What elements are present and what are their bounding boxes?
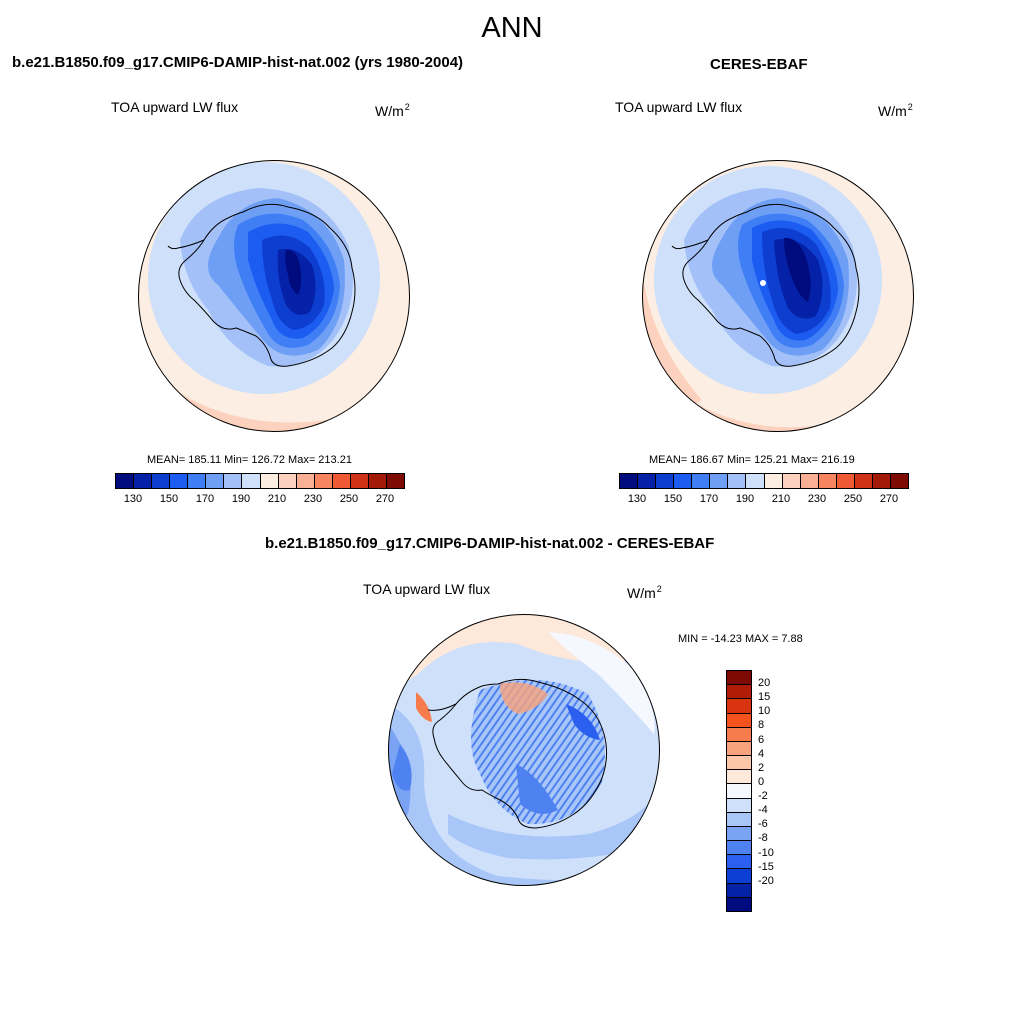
colorbar-swatch — [241, 474, 260, 488]
colorbar-swatch — [655, 474, 674, 488]
diff-stats: MIN = -14.23 MAX = 7.88 — [678, 633, 803, 645]
colorbar-swatch — [727, 671, 751, 685]
obs-polar-map — [642, 160, 914, 432]
colorbar-swatch — [763, 474, 782, 488]
colorbar-tick-label: 170 — [195, 493, 215, 505]
obs-panel-title: CERES-EBAF — [710, 56, 808, 73]
colorbar-tick-label: 130 — [123, 493, 143, 505]
colorbar-swatch — [205, 474, 224, 488]
colorbar-tick-label: 8 — [758, 719, 765, 732]
colorbar-swatch — [349, 474, 368, 488]
colorbar-tick-label: 10 — [758, 705, 771, 718]
colorbar-tick-label: 20 — [758, 677, 771, 690]
colorbar-swatch — [187, 474, 206, 488]
colorbar-swatch — [620, 474, 638, 488]
colorbar-swatch — [727, 896, 751, 911]
colorbar-swatch — [817, 474, 836, 488]
main-title: ANN — [481, 12, 543, 44]
colorbar-swatch — [133, 474, 152, 488]
colorbar-swatch — [169, 474, 188, 488]
colorbar-tick-label: 130 — [627, 493, 647, 505]
colorbar-swatch — [223, 474, 242, 488]
colorbar-tick-label: 250 — [843, 493, 863, 505]
colorbar-tick-label: 270 — [879, 493, 899, 505]
colorbar-swatch — [709, 474, 728, 488]
colorbar-tick-label: 6 — [758, 733, 765, 746]
colorbar-tick-label: -20 — [758, 874, 774, 887]
colorbar-swatch — [691, 474, 710, 488]
obs-variable-label: TOA upward LW flux — [615, 99, 743, 115]
colorbar-swatch — [259, 474, 278, 488]
colorbar-swatch — [727, 825, 751, 841]
diff-units-label: W/m2 — [627, 584, 662, 601]
colorbar-swatch — [295, 474, 314, 488]
colorbar-tick-label: -4 — [758, 804, 768, 817]
colorbar-tick-label: 210 — [267, 493, 287, 505]
model-colorbar — [115, 473, 405, 489]
obs-stats: MEAN= 186.67 Min= 125.21 Max= 216.19 — [649, 454, 855, 466]
colorbar-swatch — [727, 797, 751, 812]
colorbar-tick-label: 15 — [758, 691, 771, 704]
colorbar-swatch — [367, 474, 386, 488]
colorbar-swatch — [727, 755, 751, 770]
colorbar-swatch — [151, 474, 170, 488]
colorbar-swatch — [871, 474, 890, 488]
obs-colorbar — [619, 473, 909, 489]
colorbar-tick-label: 190 — [735, 493, 755, 505]
colorbar-swatch — [727, 840, 751, 855]
colorbar-tick-label: 270 — [375, 493, 395, 505]
colorbar-swatch — [727, 769, 751, 784]
diff-panel-title: b.e21.B1850.f09_g17.CMIP6-DAMIP-hist-nat… — [265, 535, 715, 552]
colorbar-tick-label: -8 — [758, 832, 768, 845]
colorbar-swatch — [727, 882, 751, 897]
colorbar-swatch — [727, 740, 751, 756]
colorbar-swatch — [781, 474, 800, 488]
colorbar-tick-label: -2 — [758, 790, 768, 803]
diff-colorbar — [726, 670, 752, 912]
colorbar-swatch — [637, 474, 656, 488]
colorbar-swatch — [727, 811, 751, 826]
colorbar-swatch — [277, 474, 296, 488]
model-polar-map — [138, 160, 410, 432]
colorbar-swatch — [116, 474, 134, 488]
diff-variable-label: TOA upward LW flux — [363, 581, 491, 597]
colorbar-swatch — [673, 474, 692, 488]
diff-polar-map — [388, 614, 660, 886]
model-units-label: W/m2 — [375, 102, 410, 119]
colorbar-swatch — [745, 474, 764, 488]
model-stats: MEAN= 185.11 Min= 126.72 Max= 213.21 — [147, 454, 352, 466]
colorbar-swatch — [727, 783, 751, 798]
model-panel-title: b.e21.B1850.f09_g17.CMIP6-DAMIP-hist-nat… — [12, 54, 464, 71]
colorbar-tick-label: 2 — [758, 761, 765, 774]
colorbar-swatch — [727, 474, 746, 488]
colorbar-tick-label: -15 — [758, 860, 774, 873]
colorbar-tick-label: 210 — [771, 493, 791, 505]
colorbar-swatch — [835, 474, 854, 488]
colorbar-tick-label: 150 — [663, 493, 683, 505]
colorbar-tick-label: -6 — [758, 818, 768, 831]
colorbar-swatch — [727, 698, 751, 713]
model-variable-label: TOA upward LW flux — [111, 99, 239, 115]
colorbar-tick-label: 190 — [231, 493, 251, 505]
colorbar-swatch — [313, 474, 332, 488]
colorbar-swatch — [853, 474, 872, 488]
colorbar-swatch — [385, 474, 404, 488]
colorbar-tick-label: 170 — [699, 493, 719, 505]
colorbar-tick-label: 230 — [303, 493, 323, 505]
colorbar-swatch — [331, 474, 350, 488]
colorbar-tick-label: -10 — [758, 846, 774, 859]
colorbar-swatch — [889, 474, 908, 488]
colorbar-swatch — [727, 868, 751, 883]
colorbar-swatch — [799, 474, 818, 488]
colorbar-swatch — [727, 684, 751, 699]
colorbar-tick-label: 0 — [758, 775, 765, 788]
colorbar-swatch — [727, 726, 751, 741]
colorbar-tick-label: 230 — [807, 493, 827, 505]
colorbar-swatch — [727, 854, 751, 869]
colorbar-tick-label: 4 — [758, 747, 765, 760]
colorbar-tick-label: 250 — [339, 493, 359, 505]
colorbar-swatch — [727, 712, 751, 727]
colorbar-tick-label: 150 — [159, 493, 179, 505]
obs-units-label: W/m2 — [878, 102, 913, 119]
